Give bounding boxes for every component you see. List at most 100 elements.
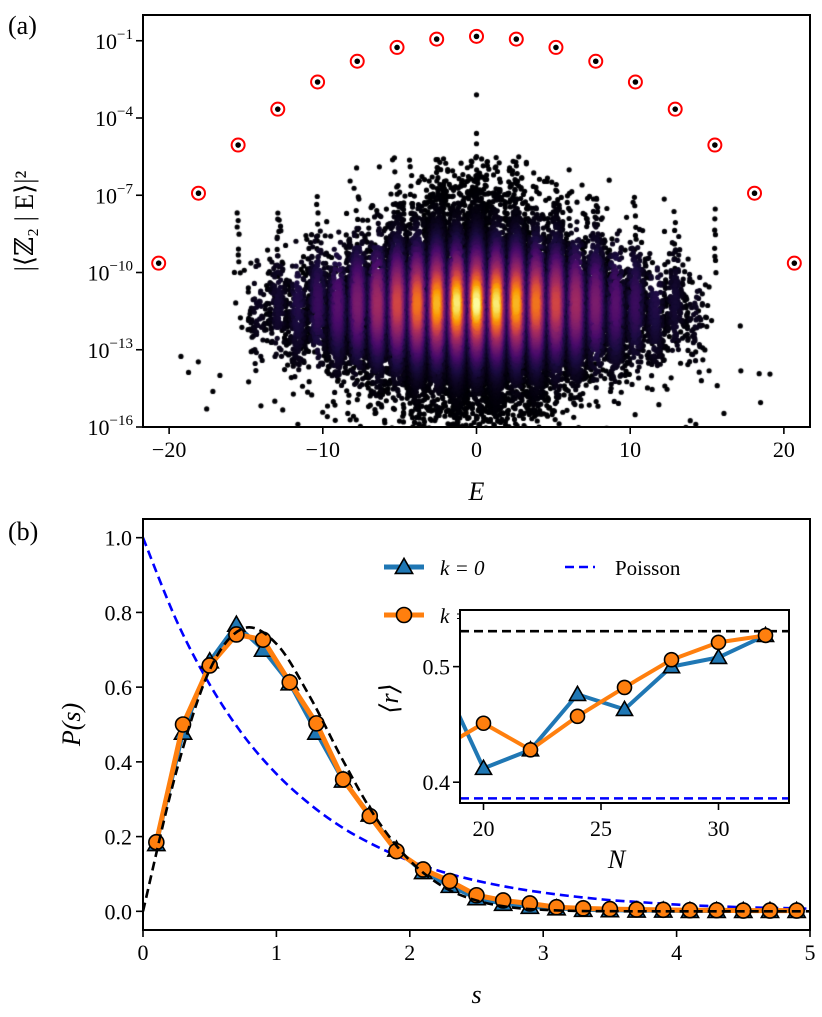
z2-overlap-dot (473, 33, 480, 40)
inset-y-tick-label: 0.5 (423, 655, 451, 680)
z2-overlap-dot (791, 260, 798, 266)
legend-marker (393, 556, 415, 575)
series-k--marker (414, 861, 432, 878)
panel-a-frame (142, 14, 811, 428)
series-k--marker (521, 895, 539, 912)
inset-k--marker (757, 627, 774, 644)
x-axis-label: s (471, 980, 481, 1009)
x-tick-label: 2 (404, 940, 415, 965)
y-tick-label: 10−4 (95, 104, 133, 131)
inset-k-0-marker (568, 684, 587, 702)
legend-label: Poisson (615, 556, 681, 580)
series-k--marker (628, 901, 645, 918)
z2-overlap-dot (592, 58, 599, 65)
z2-overlap-dot (314, 79, 321, 85)
series-k--marker (494, 892, 512, 909)
x-tick-label: 0 (471, 437, 482, 462)
inset-frame (459, 609, 790, 804)
x-tick-label: 20 (773, 437, 795, 462)
series-k--marker (361, 807, 379, 825)
inset-panel: 20 25 30 0.4 0.5 N ⟨r⟩ (375, 609, 790, 874)
series-k--marker (254, 631, 272, 648)
inset-y-tick-label: 0.4 (423, 770, 451, 795)
z2-overlap-dot (672, 106, 679, 112)
panel-b-plot-area (143, 537, 810, 919)
panel-label-b: (b) (8, 517, 38, 546)
legend-marker (395, 606, 413, 624)
series-k--marker (574, 900, 592, 917)
panel-label-a: (a) (8, 11, 37, 40)
y-axis-label: P(s) (57, 703, 86, 747)
panel-b-frame (142, 518, 811, 931)
inset-k--marker (616, 679, 633, 696)
inset-k-0-marker (615, 699, 634, 717)
y-tick-label: 0.6 (105, 675, 133, 700)
z2-overlap-dot (632, 79, 639, 85)
y-tick-label: 0.2 (105, 825, 133, 850)
x-tick-label: −20 (152, 437, 186, 462)
series-k--marker (174, 716, 192, 733)
z2-overlap-dot (235, 142, 241, 148)
inset-y-axis-label: ⟨r⟩ (375, 683, 404, 713)
series-k--marker (228, 626, 245, 643)
inset-k--marker (430, 744, 444, 758)
inset-k--marker (475, 715, 492, 732)
inset-k--marker (710, 634, 727, 651)
y-tick-label: 0.4 (105, 750, 133, 775)
y-axis-label: |⟨ℤ₂ | E⟩|² (10, 170, 39, 271)
inset-k--line (460, 633, 766, 752)
series-k--marker (441, 872, 459, 890)
inset-plot-area (430, 625, 789, 800)
x-tick-label: 1 (271, 940, 282, 965)
series-k--marker (281, 673, 299, 691)
z2-overlap-dot (394, 44, 400, 51)
y-tick-label: 10−1 (95, 27, 133, 54)
series-wigner-dyson-curve (143, 626, 810, 913)
legend-label: k = 0 (440, 556, 485, 580)
inset-x-tick-label: 30 (708, 816, 730, 841)
x-tick-label: 4 (671, 940, 682, 965)
inset-k--marker (522, 742, 539, 758)
inset-k--marker (663, 651, 680, 668)
inset-k-0-marker (474, 758, 493, 776)
z2-overlap-dot (195, 190, 202, 197)
inset-k--marker (569, 708, 586, 725)
inset-x-tick-label: 25 (590, 816, 612, 841)
series-k--marker (548, 898, 565, 916)
y-tick-label: 0.8 (105, 600, 133, 625)
z2-overlap-dot (354, 58, 361, 65)
legend-entry-poisson: Poisson (565, 556, 681, 580)
z2-overlap-dot (712, 142, 718, 148)
inset-x-tick-label: 20 (473, 816, 495, 841)
y-tick-label: 10−7 (95, 181, 133, 208)
y-tick-label: 10−13 (88, 336, 133, 363)
z2-overlap-dot (513, 36, 520, 42)
y-tick-label: 1.0 (105, 526, 133, 551)
x-axis-label: E (468, 477, 485, 506)
y-tick-label: 10−16 (88, 413, 134, 440)
x-tick-label: 10 (619, 437, 641, 462)
z2-overlap-dot (751, 190, 758, 197)
panel-a: −20 −10 0 10 20 10−1 10−4 10−7 10−10 10−13 10−16 E |… (8, 11, 811, 506)
series-k--marker (201, 657, 218, 674)
x-tick-label: 3 (538, 940, 549, 965)
z2-overlap-dot (433, 36, 440, 42)
z2-overlap-dot (155, 260, 162, 266)
z2-overlap-dot (553, 44, 559, 51)
inset-x-axis-label: N (607, 845, 627, 874)
x-tick-label: −10 (306, 437, 340, 462)
series-k--marker (148, 833, 165, 851)
series-k--marker (654, 901, 672, 919)
x-tick-label: 0 (138, 940, 149, 965)
series-k--marker (308, 715, 325, 732)
x-tick-label: 5 (805, 940, 816, 965)
y-tick-label: 0.0 (105, 899, 133, 924)
legend-entry-k-0: k = 0 (384, 556, 485, 580)
y-tick-label: 10−10 (88, 259, 133, 286)
series-k--marker (601, 900, 619, 918)
z2-overlap-dot (274, 106, 281, 112)
series-k--marker (334, 771, 352, 788)
